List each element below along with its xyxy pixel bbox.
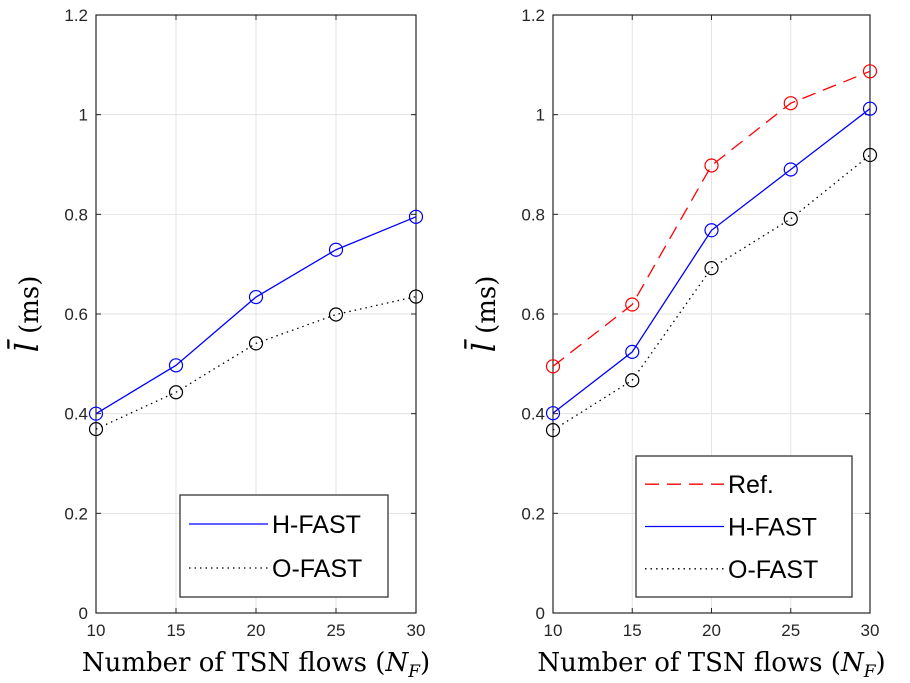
y-tick-label: 0.4	[64, 405, 88, 424]
data-point-ref	[783, 96, 798, 111]
x-tick-label: 30	[407, 621, 426, 640]
chart-panel-2: 0 0.2 0.4 0.6 0.8 1 1.2 10 15 20 25 30 Number of TSN…	[464, 6, 886, 682]
x-tick-label: 15	[623, 621, 642, 640]
y-tick-label: 0	[536, 604, 545, 623]
data-point-ref	[862, 64, 878, 79]
y-tick-label: 0.6	[521, 305, 545, 324]
y-tick-label: 0.8	[521, 205, 545, 224]
data-point-o-fast	[704, 261, 719, 276]
legend-label-o-fast: O-FAST	[272, 555, 362, 583]
data-point-o-fast	[625, 373, 640, 388]
series-line-ref	[552, 70, 871, 367]
legend-label-h-fast: H-FAST	[272, 511, 361, 539]
data-point-o-fast	[88, 422, 104, 437]
data-point-h-fast	[328, 242, 344, 257]
data-point-o-fast	[783, 211, 798, 226]
y-tick-label: 1	[79, 106, 88, 125]
series-line-o-fast	[95, 295, 417, 430]
y-tick-label: 0.8	[64, 205, 88, 224]
x-axis-title: Number of TSN flows (NF)	[82, 648, 430, 682]
x-tick-label: 15	[167, 621, 186, 640]
y-tick-label: 0.2	[521, 504, 545, 523]
legend-box	[179, 494, 389, 598]
data-point-o-fast	[168, 385, 184, 400]
x-tick-label: 10	[544, 621, 563, 640]
data-point-ref	[704, 158, 719, 173]
chart-panel-1: 0 0.2 0.4 0.6 0.8 1 1.2 10 15 20 25 30 Number of TSN…	[7, 6, 430, 682]
data-point-ref	[545, 359, 561, 374]
x-tick-label: 10	[87, 621, 106, 640]
data-point-h-fast	[862, 101, 878, 116]
legend-label-ref: Ref.	[728, 471, 774, 499]
y-axis-title: l̄ (ms)	[464, 276, 503, 353]
series-line-h-fast	[552, 108, 871, 414]
legend-label-h-fast: H-FAST	[728, 514, 817, 542]
data-point-o-fast	[248, 336, 264, 351]
data-point-o-fast	[328, 307, 344, 322]
series-line-o-fast	[552, 154, 871, 431]
y-tick-label: 1	[536, 106, 545, 125]
data-point-h-fast	[168, 358, 184, 373]
x-tick-label: 20	[247, 621, 266, 640]
x-tick-label: 30	[861, 621, 880, 640]
data-point-h-fast	[783, 162, 798, 177]
y-tick-label: 0	[79, 604, 88, 623]
data-point-ref	[625, 297, 640, 312]
data-point-h-fast	[704, 223, 719, 238]
series-line-h-fast	[95, 216, 417, 415]
data-point-o-fast	[862, 147, 878, 163]
data-point-h-fast	[408, 209, 424, 224]
x-tick-label: 25	[327, 621, 346, 640]
data-point-o-fast	[545, 423, 561, 438]
y-tick-label: 0.6	[64, 305, 88, 324]
data-point-o-fast	[408, 289, 424, 304]
y-axis-title: l̄ (ms)	[7, 276, 46, 353]
data-point-h-fast	[625, 344, 640, 359]
x-tick-label: 20	[702, 621, 721, 640]
y-tick-label: 0.4	[521, 405, 545, 424]
x-axis-title: Number of TSN flows (NF)	[537, 648, 885, 682]
legend-label-o-fast: O-FAST	[728, 556, 818, 584]
data-point-h-fast	[88, 406, 104, 421]
data-point-h-fast	[545, 406, 561, 421]
y-tick-label: 1.2	[521, 6, 545, 25]
data-point-h-fast	[248, 289, 264, 305]
y-tick-label: 1.2	[64, 6, 88, 25]
y-tick-label: 0.2	[64, 504, 88, 523]
x-tick-label: 25	[781, 621, 800, 640]
